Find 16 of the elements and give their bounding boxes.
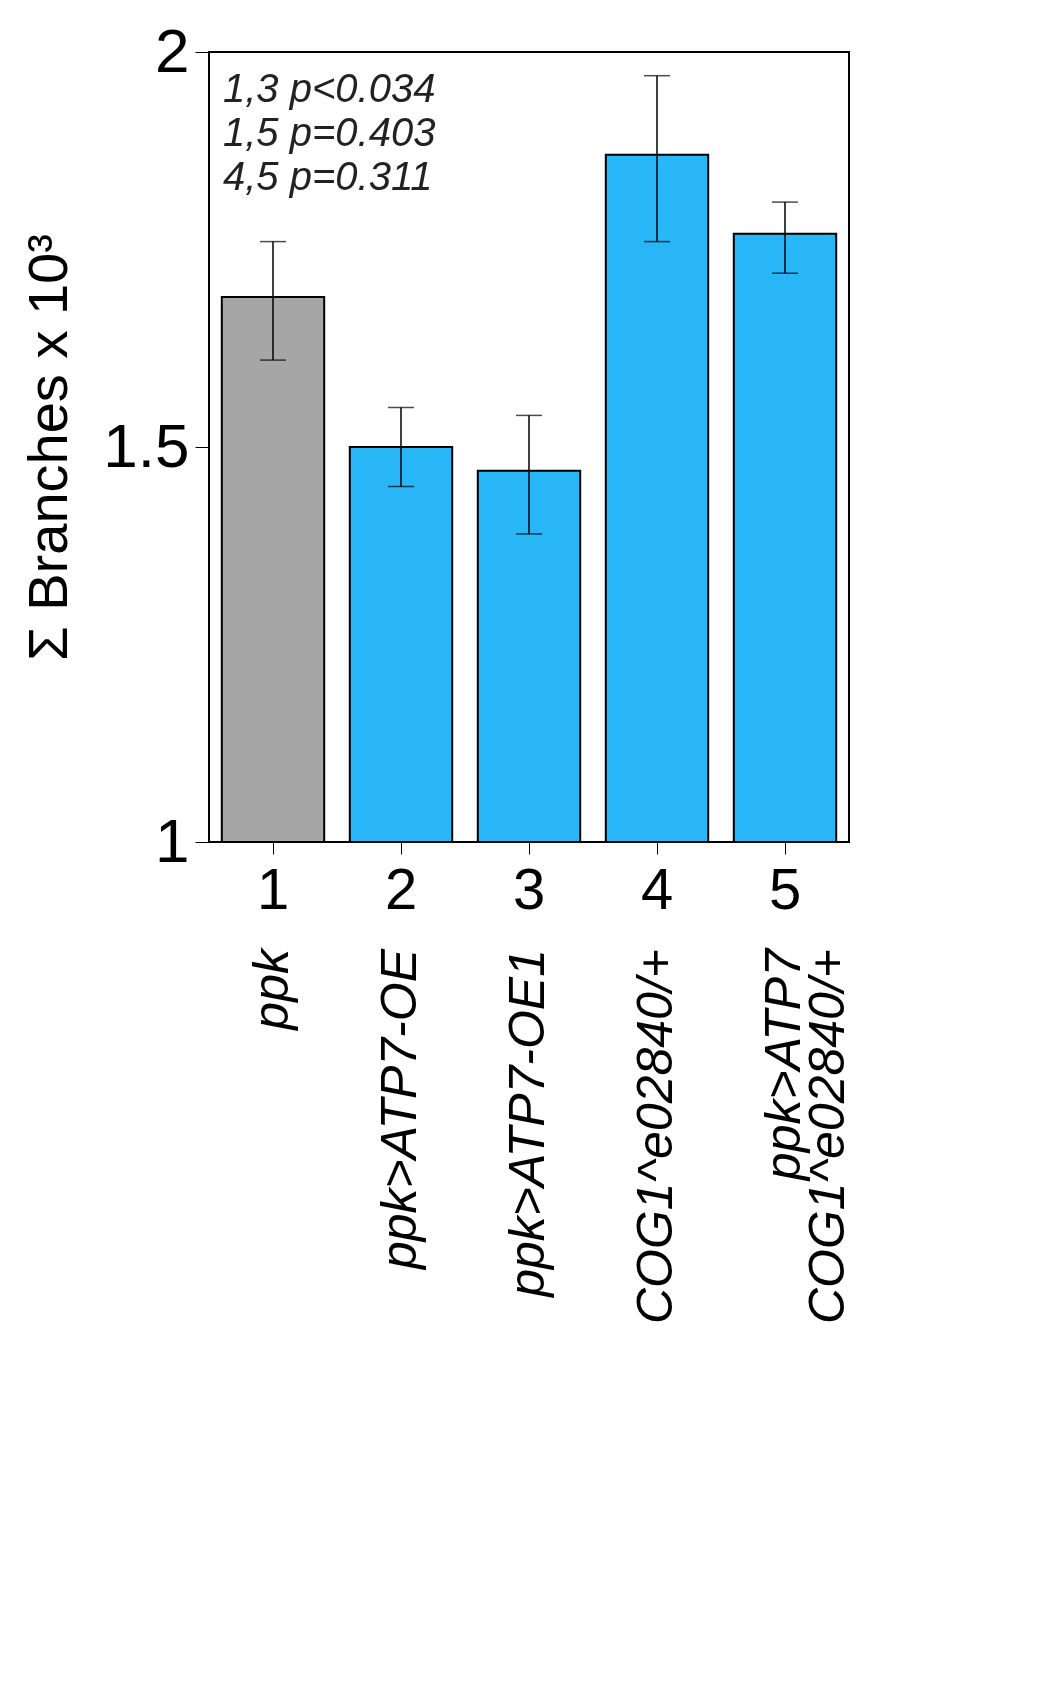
x-tick-label: 3 [512,855,546,921]
text: ppk [243,946,299,1032]
y-tick-label: 2 [155,15,190,85]
x-tick-label: 1 [256,855,290,921]
y-tick-label: 1.5 [103,410,190,480]
y-axis-title: Σ Branches x 10³ [16,234,80,661]
y-tick-label: 1 [155,805,190,875]
text: COG1^e02840/+ [627,949,683,1325]
x-tick-label: 5 [768,855,802,921]
x-tick-label: 4 [640,855,674,921]
annotation: 4,5 p=0.311 [223,154,433,198]
text: ppk>ATP7-OE1 [499,949,555,1299]
annotation: 1,5 p=0.403 [223,110,436,154]
annotation: 1,3 p<0.034 [223,66,436,110]
x-tick-label: 2 [384,855,418,921]
text: ppk>ATP7-OE [371,948,427,1272]
